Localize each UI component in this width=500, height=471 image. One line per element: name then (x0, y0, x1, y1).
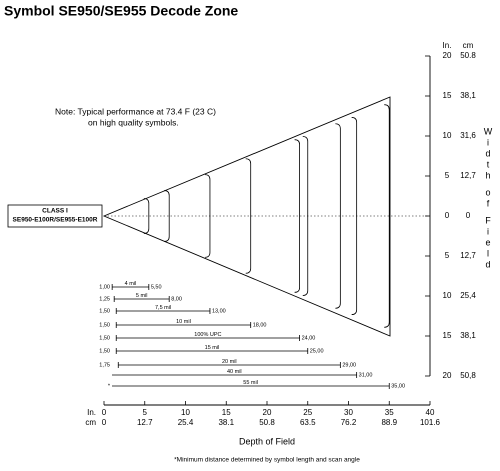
start-label: 1,00 (99, 284, 110, 290)
zone-curve (294, 139, 300, 293)
x-axis-label: Depth of Field (239, 436, 295, 446)
y-axis-label-letter: f (487, 198, 490, 208)
y-axis-label-letter: h (485, 170, 490, 180)
y-tick-label: 0 (445, 211, 450, 220)
y-tick-label: 10 (443, 131, 452, 140)
x-tick-label: 0 (102, 408, 107, 417)
x2-tick-label: 76.2 (341, 418, 357, 427)
y2-tick-label: 0 (466, 211, 471, 220)
x-tick-label: 20 (263, 408, 272, 417)
zone-curve (143, 198, 150, 234)
end-label: 25,00 (310, 348, 324, 354)
zone-curve (335, 123, 341, 309)
x2-tick-label: 25.4 (178, 418, 194, 427)
range-name: 4 mil (125, 281, 137, 287)
zone-curve (204, 174, 211, 258)
zone-curve (164, 190, 170, 242)
y2-tick-label: 50,8 (460, 371, 476, 380)
x-tick-label: 10 (181, 408, 190, 417)
zone-curve (302, 136, 309, 296)
y-tick-label: 5 (445, 251, 450, 260)
class-box (7, 204, 103, 228)
class-label: CLASS I (42, 208, 68, 215)
range-name: 15 mil (205, 345, 220, 351)
x-tick-label: 25 (303, 408, 312, 417)
scan-triangle (102, 96, 391, 337)
x-tick-label: 30 (344, 408, 353, 417)
x-tick-label: 5 (143, 408, 148, 417)
footnote: *Minimum distance determined by symbol l… (174, 457, 360, 464)
start-label: * (108, 383, 111, 389)
start-label: 1,50 (99, 335, 110, 341)
y-axis-label-letter: d (485, 148, 490, 158)
x-tick-label: 40 (426, 408, 435, 417)
y2-tick-label: 31,6 (460, 131, 476, 140)
start-label: 1,75 (99, 362, 110, 368)
y2-tick-label: 12,7 (460, 251, 476, 260)
x2-tick-label: 0 (102, 418, 107, 427)
y-axis-label-letter: F (485, 215, 491, 225)
y2-tick-label: 38,1 (460, 91, 476, 100)
zone-curve (245, 158, 252, 274)
y2-tick-label: 12,7 (460, 171, 476, 180)
note: on high quality symbols. (88, 117, 179, 127)
end-label: 13,00 (212, 308, 226, 314)
y-axis-label-letter: o (485, 187, 490, 197)
y-unit: cm (463, 41, 474, 50)
y-axis-label-letter: i (487, 137, 489, 147)
x2-tick-label: 50.8 (259, 418, 275, 427)
end-label: 29,00 (342, 362, 356, 368)
start-label: 1,25 (99, 296, 110, 302)
end-label: 18,00 (253, 322, 267, 328)
y-axis-label-letter: t (487, 159, 490, 169)
y-tick-label: 15 (443, 331, 452, 340)
y-tick-label: 20 (443, 51, 452, 60)
y-axis-label-letter: i (487, 226, 489, 236)
x2-tick-label: 38.1 (218, 418, 234, 427)
range-name: 40 mil (227, 369, 242, 375)
x2-tick-label: 12.7 (137, 418, 153, 427)
x-unit: In. (87, 408, 96, 417)
end-label: 5,50 (151, 284, 162, 290)
y2-tick-label: 50.8 (460, 51, 476, 60)
y-axis-label-letter: l (487, 248, 489, 258)
end-label: 24,00 (302, 335, 316, 341)
class-label: SE950-E100R/SE955-E100R (13, 217, 98, 224)
x-tick-label: 35 (385, 408, 394, 417)
y-tick-label: 10 (443, 291, 452, 300)
x-unit: cm (85, 418, 96, 427)
end-label: 31,00 (359, 372, 373, 378)
x2-tick-label: 63.5 (300, 418, 316, 427)
x-tick-label: 15 (222, 408, 231, 417)
y-axis-label-letter: W (484, 126, 493, 136)
note: Note: Typical performance at 73.4 F (23 … (55, 106, 216, 116)
start-label: 1,50 (99, 322, 110, 328)
chart-title: Symbol SE950/SE955 Decode Zone (4, 3, 238, 19)
y-axis-label-letter: e (485, 237, 490, 247)
y-tick-label: 15 (443, 91, 452, 100)
y-unit: In. (443, 41, 452, 50)
range-name: 10 mil (176, 319, 191, 325)
y-tick-label: 20 (443, 371, 452, 380)
x2-tick-label: 101.6 (420, 418, 441, 427)
range-name: 55 mil (243, 380, 258, 386)
start-label: 1,50 (99, 308, 110, 314)
zone-curve (351, 117, 358, 315)
y2-tick-label: 25,4 (460, 291, 476, 300)
range-name: 7,5 mil (155, 305, 171, 311)
end-label: 35,00 (391, 383, 405, 389)
zone-curve (384, 104, 390, 328)
start-label: 1,50 (99, 348, 110, 354)
y-axis-label-letter: d (485, 259, 490, 269)
range-name: 20 mil (222, 359, 237, 365)
end-label: 8,00 (171, 296, 182, 302)
y2-tick-label: 38,1 (460, 331, 476, 340)
range-name: 100% UPC (194, 332, 221, 338)
range-name: 5 mil (136, 293, 148, 299)
y-tick-label: 5 (445, 171, 450, 180)
x2-tick-label: 88.9 (381, 418, 397, 427)
